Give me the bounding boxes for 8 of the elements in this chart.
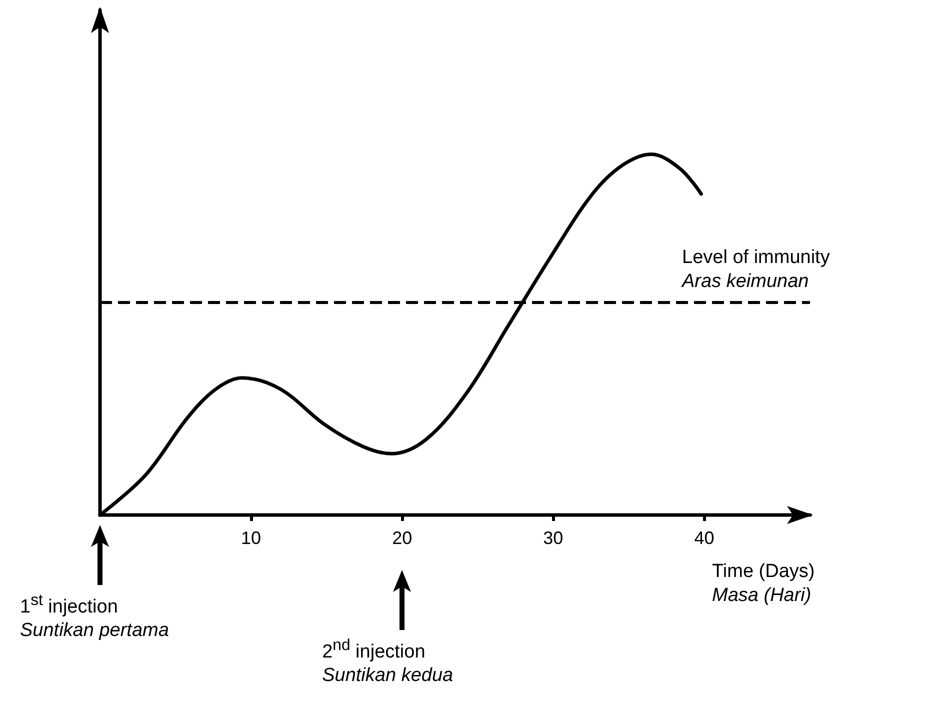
x-axis-title: Time (Days) Masa (Hari) [712, 560, 815, 608]
text: 2$^{nd}$ injection Suntikan kedua [322, 636, 454, 688]
x-tick-label: 30 [543, 528, 564, 548]
x-tick-label: 10 [241, 528, 262, 548]
text: 1$^{st}$ injection Suntikan pertama [20, 591, 169, 644]
x-tick-label: 20 [392, 528, 412, 548]
x-tick-label: 40 [694, 528, 714, 548]
ref-line-label: Level of immunity Aras keimunan [682, 246, 830, 294]
